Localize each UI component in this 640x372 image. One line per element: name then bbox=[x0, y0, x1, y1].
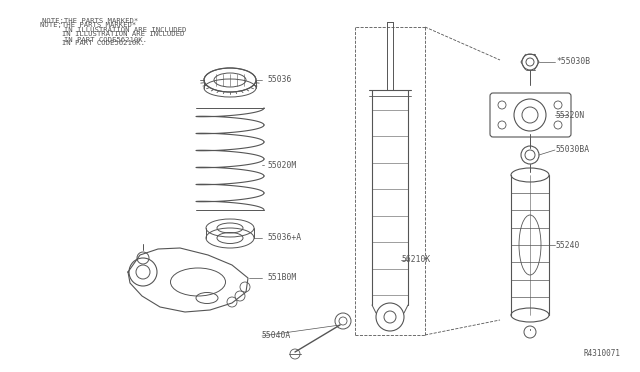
Text: 551B0M: 551B0M bbox=[267, 273, 296, 282]
Text: NOTE;THE PARTS MARKED*
     IN ILLUSTRATION ARE INCLUDED
     IN PART CODE56210K: NOTE;THE PARTS MARKED* IN ILLUSTRATION A… bbox=[40, 22, 184, 46]
Text: NOTE;THE PARTS MARKED*
     IN ILLUSTRATION ARE INCLUDED
     IN PART CODE56210K: NOTE;THE PARTS MARKED* IN ILLUSTRATION A… bbox=[42, 18, 186, 43]
Text: 56210K: 56210K bbox=[402, 256, 431, 264]
Text: 55320N: 55320N bbox=[556, 110, 585, 119]
Text: R4310071: R4310071 bbox=[583, 349, 620, 358]
Text: *55030B: *55030B bbox=[556, 58, 590, 67]
Text: 55036+A: 55036+A bbox=[267, 234, 301, 243]
Text: 55240: 55240 bbox=[556, 241, 580, 250]
Text: 55020M: 55020M bbox=[267, 160, 296, 170]
Text: 55040A: 55040A bbox=[262, 331, 291, 340]
Text: 55030BA: 55030BA bbox=[556, 145, 590, 154]
Text: 55036: 55036 bbox=[267, 76, 291, 84]
